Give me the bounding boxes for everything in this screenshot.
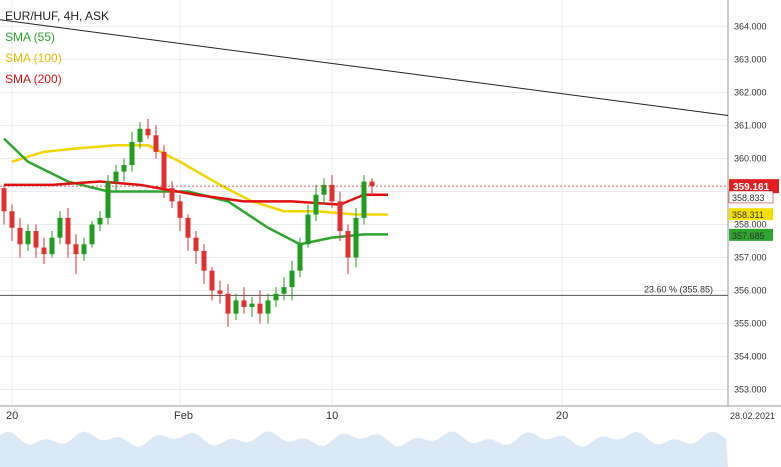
candle-body	[41, 247, 47, 255]
last-price-badge	[729, 179, 779, 194]
sma-badge-label: 357.685	[732, 231, 765, 241]
sma200-line	[4, 180, 388, 206]
x-tick-label: 20	[556, 410, 568, 422]
sma-badge	[728, 190, 774, 204]
candle-body	[113, 171, 119, 182]
legend-sma100: SMA (100)	[5, 51, 62, 65]
legend: EUR/HUF, 4H, ASK SMA (55) SMA (100) SMA …	[5, 6, 109, 90]
date-label: 28.02.2021	[730, 411, 775, 421]
candle-body	[369, 181, 375, 187]
y-tick-label: 356.000	[734, 285, 767, 295]
candle-body	[161, 151, 167, 189]
sma-badge	[729, 208, 773, 221]
candle-body	[89, 224, 95, 245]
candle-body	[329, 184, 335, 202]
candle-body	[153, 135, 159, 152]
sma100-line	[11, 143, 388, 216]
candle-body	[169, 188, 175, 202]
candle-body	[97, 217, 103, 225]
candle-body	[337, 201, 343, 232]
candle-body	[193, 237, 199, 251]
sma-badge-label: 358.311	[732, 210, 764, 220]
candle-body	[217, 290, 223, 294]
candle-body	[81, 244, 87, 255]
candle-body	[209, 270, 215, 291]
sma-badge-label: 358.833	[732, 193, 765, 203]
candle-body	[65, 217, 71, 245]
candle-body	[297, 244, 303, 271]
y-tick-label: 357.000	[734, 252, 767, 262]
candle-body	[265, 300, 271, 314]
trendline	[0, 19, 729, 117]
legend-instrument: EUR/HUF, 4H, ASK	[5, 9, 110, 23]
candle-body	[273, 293, 279, 301]
candle-body	[121, 165, 127, 172]
candle-body	[129, 141, 135, 166]
candle-body	[289, 270, 295, 288]
candle-body	[201, 250, 207, 271]
candle-body	[225, 293, 231, 314]
candle-body	[17, 227, 23, 245]
candle-body	[177, 201, 183, 218]
y-tick-label: 358.000	[734, 219, 767, 229]
candle-body	[137, 128, 143, 142]
y-tick-label: 363.000	[734, 54, 767, 64]
y-tick-label: 355.000	[734, 318, 767, 328]
candle-body	[33, 231, 39, 248]
y-tick-label: 364.000	[734, 21, 767, 31]
candle-body	[345, 231, 351, 258]
candle-body	[353, 217, 359, 258]
candle-body	[313, 194, 319, 215]
candle-body	[145, 128, 151, 136]
candle-body	[185, 217, 191, 238]
last-price-label: 359.161	[733, 182, 770, 193]
candle-body	[281, 287, 287, 294]
y-tick-label: 353.000	[734, 384, 767, 394]
candle-body	[49, 237, 55, 255]
candle-body	[233, 300, 239, 314]
candle-body	[361, 181, 367, 218]
candle-body	[1, 188, 7, 212]
candle-body	[321, 184, 327, 195]
fib-label: 23.60 % (355.85)	[644, 284, 713, 294]
candle-body	[25, 231, 31, 245]
sma-badge	[729, 228, 773, 241]
volume-area	[0, 431, 728, 467]
candle-body	[257, 303, 263, 314]
candle-body	[105, 181, 111, 218]
candle-body	[305, 214, 311, 245]
x-tick-label: 20	[6, 410, 18, 422]
legend-sma55: SMA (55)	[5, 30, 56, 44]
volume-strip	[0, 431, 728, 467]
legend-sma200: SMA (200)	[5, 72, 62, 86]
x-tick-label: 10	[326, 410, 338, 422]
candle-body	[57, 217, 63, 238]
candle-body	[249, 303, 255, 307]
y-tick-label: 361.000	[734, 120, 767, 130]
candle-body	[9, 211, 15, 228]
x-tick-label: Feb	[174, 410, 193, 422]
y-tick-label: 354.000	[734, 351, 767, 361]
y-tick-label: 360.000	[734, 153, 767, 163]
candle-body	[241, 300, 247, 307]
y-tick-label: 362.000	[734, 87, 767, 97]
candle-body	[73, 244, 79, 255]
